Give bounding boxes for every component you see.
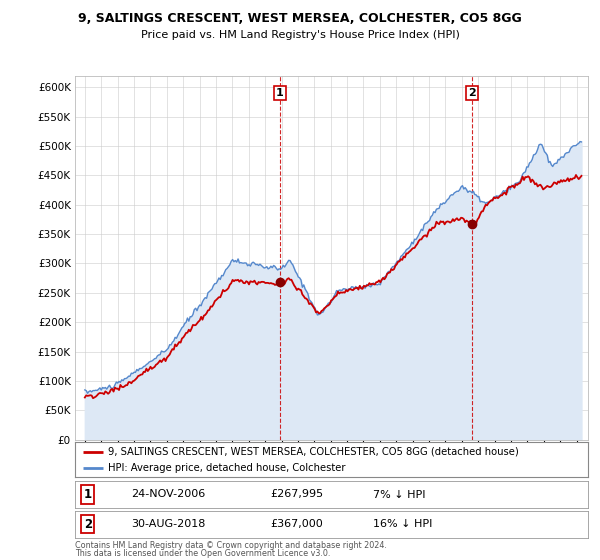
Text: £267,995: £267,995 bbox=[270, 489, 323, 500]
Text: 9, SALTINGS CRESCENT, WEST MERSEA, COLCHESTER, CO5 8GG (detached house): 9, SALTINGS CRESCENT, WEST MERSEA, COLCH… bbox=[109, 447, 519, 457]
Text: 7% ↓ HPI: 7% ↓ HPI bbox=[373, 489, 425, 500]
Text: 2: 2 bbox=[84, 517, 92, 531]
Text: 1: 1 bbox=[276, 88, 284, 98]
Text: 2: 2 bbox=[468, 88, 476, 98]
Text: This data is licensed under the Open Government Licence v3.0.: This data is licensed under the Open Gov… bbox=[75, 549, 331, 558]
Text: Price paid vs. HM Land Registry's House Price Index (HPI): Price paid vs. HM Land Registry's House … bbox=[140, 30, 460, 40]
Text: 24-NOV-2006: 24-NOV-2006 bbox=[131, 489, 206, 500]
Text: 9, SALTINGS CRESCENT, WEST MERSEA, COLCHESTER, CO5 8GG: 9, SALTINGS CRESCENT, WEST MERSEA, COLCH… bbox=[78, 12, 522, 25]
Text: £367,000: £367,000 bbox=[270, 519, 323, 529]
Text: 30-AUG-2018: 30-AUG-2018 bbox=[131, 519, 206, 529]
Text: Contains HM Land Registry data © Crown copyright and database right 2024.: Contains HM Land Registry data © Crown c… bbox=[75, 541, 387, 550]
Text: 1: 1 bbox=[84, 488, 92, 501]
Text: 16% ↓ HPI: 16% ↓ HPI bbox=[373, 519, 432, 529]
Text: HPI: Average price, detached house, Colchester: HPI: Average price, detached house, Colc… bbox=[109, 463, 346, 473]
